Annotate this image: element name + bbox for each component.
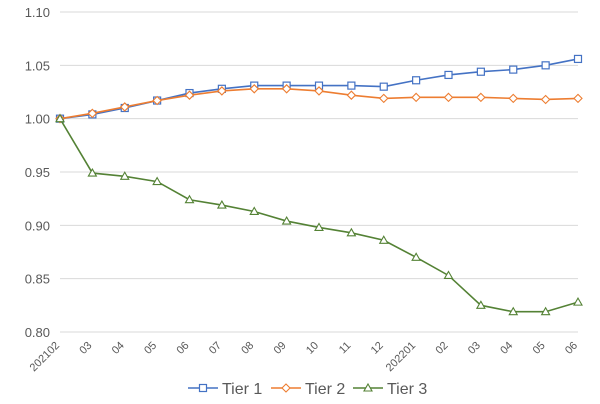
y-tick-label: 1.05 [25,58,50,73]
series-tier-3 [55,113,583,316]
data-point [314,86,324,96]
legend-item: Tier 1 [188,381,262,398]
data-point [412,76,421,85]
series-tier-2 [55,84,583,124]
y-tick-label: 1.00 [25,112,50,127]
legend: Tier 1 Tier 2 Tier 3 [188,381,427,398]
y-tick-label: 0.80 [25,325,50,340]
data-point [573,54,583,64]
x-tick-label: 06 [174,340,191,357]
data-point [411,252,422,261]
x-tick-label: 05 [531,340,548,357]
data-point [540,306,551,316]
data-point [87,108,98,119]
data-point [508,93,519,104]
data-point [119,102,130,112]
data-point [55,113,65,123]
x-tick-label: 12 [369,340,386,357]
x-tick-label: 05 [142,340,159,357]
x-tick-label: 02 [433,340,450,357]
y-tick-label: 1.10 [25,5,50,20]
data-point [540,94,551,105]
data-point [249,84,260,94]
data-point [476,67,485,76]
data-point [314,222,324,232]
data-point [443,270,454,280]
legend-label: Tier 3 [387,381,427,398]
gridlines [60,11,578,333]
legend-label: Tier 2 [305,381,345,398]
data-point [379,82,388,91]
data-point [347,81,356,90]
data-point [281,84,292,94]
data-point [281,215,292,225]
x-tick-label: 04 [110,340,127,357]
data-point [411,92,421,103]
data-point [281,383,291,393]
series-line [59,118,579,313]
data-point [217,86,227,96]
data-point [541,61,550,70]
data-point [346,90,357,100]
x-tick-label: 202102 [28,340,62,374]
y-tick-label: 0.90 [25,218,50,233]
data-point [509,65,518,74]
x-tick-label: 06 [563,340,580,357]
data-point [249,206,260,216]
data-point [346,227,357,237]
data-point [378,235,389,244]
data-point [476,92,486,103]
x-tick-label: 04 [498,340,515,357]
data-point [378,93,389,104]
data-point [87,167,98,177]
data-point [152,176,163,186]
series-layer [55,54,583,316]
x-tick-label: 03 [77,340,94,357]
x-tick-label: 10 [304,340,321,357]
data-point [573,297,583,306]
legend-label: Tier 1 [222,381,262,398]
data-point [216,199,227,209]
x-tick-label: 03 [466,340,483,357]
x-tick-label: 202201 [384,340,418,374]
data-point [475,300,486,309]
data-point [508,306,519,316]
data-point [184,90,195,100]
data-point [198,383,208,393]
data-point [443,92,454,103]
y-tick-label: 0.85 [25,272,50,287]
data-point [444,70,453,80]
data-point [152,95,162,106]
y-tick-label: 0.95 [25,165,50,180]
data-point [184,194,195,204]
x-tick-label: 07 [207,340,224,357]
x-tick-label: 08 [239,340,256,357]
legend-item: Tier 3 [353,381,427,398]
data-point [363,382,373,392]
y-axis: 0.80 0.85 0.90 0.95 1.00 1.05 1.10 [25,5,50,340]
x-tick-label: 11 [337,340,354,357]
data-point [573,93,583,104]
x-tick-label: 09 [272,340,289,357]
legend-item: Tier 2 [271,381,345,398]
data-point [119,171,130,180]
